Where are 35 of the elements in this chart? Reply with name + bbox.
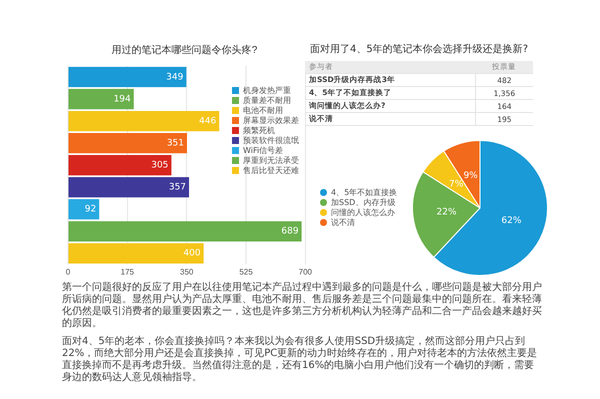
legend-label: 屏幕显示效果差 (242, 116, 299, 126)
data-label: 92 (84, 204, 96, 215)
legend-label: 4、5年不如直接换 (330, 188, 398, 198)
data-label: 62% (501, 216, 522, 226)
chart-title: 用过的笔记本哪些问题令你头疼? (112, 44, 258, 56)
legend-label: 说不清 (330, 218, 356, 228)
legend-label: 质量差不耐用 (242, 96, 292, 106)
text: 面对用了4、5年的笔记本你会选择升级还是换新? (308, 42, 530, 56)
legend-label: WiFi信号差 (242, 146, 284, 156)
data-label: 305 (151, 160, 168, 171)
data-label: 7% (448, 179, 464, 190)
data-label: 194 (114, 94, 132, 104)
legend-label: 机身发热严重 (242, 86, 292, 96)
legend-label: 电池不耐用 (242, 106, 284, 116)
data-label: 22% (436, 208, 457, 218)
x-tick-label: 525 (239, 267, 254, 276)
legend-label: 加SSD、内存升级 (330, 198, 396, 208)
x-tick-label: 700 (298, 267, 313, 276)
legend-label: 厚重到无法承受 (242, 156, 299, 166)
data-label: 349 (166, 72, 184, 82)
x-tick-label: 350 (180, 267, 194, 276)
text: 第一个问题很好的反应了用户在以往使用笔记本产品过程中遇到最多的问题是什么，哪些问题是被大部分用户所诟病的问题。显然用户认为产品太厚重、电池不耐用、售后服务差是三个问题最集中的问题所在。看来轻薄化仍然是吸引消费者的最重要因素之一，这也是许多第三方分析机构认为轻薄产品和二合一产品会越来越好买的原因。 (62, 282, 542, 330)
data-label: 351 (166, 138, 184, 148)
legend-label: 问懂的人该怎么办 (330, 208, 396, 218)
x-tick-label: 0 (66, 267, 71, 276)
data-label: 446 (199, 116, 216, 126)
data-label: 357 (168, 182, 186, 193)
data-label: 9% (463, 170, 478, 181)
data-label: 689 (281, 226, 299, 237)
legend-label: 预装软件很流氓 (242, 136, 299, 146)
legend-label: 频繁死机 (242, 126, 276, 136)
legend-label: 售后比登天还难 (242, 166, 299, 176)
data-label: 400 (183, 248, 201, 259)
text: 面对4、5年的老本，你会直接换掉吗？本来我以为会有很多人使用SSD升级搞定，然而这部分用户只占到22%，而绝大部分用户还是会直接换掉，可见PC更新的动力时始终存在的，用户对待老本的方法依然主要是直接换掉而不是再考虑升级。当然值得注意的是，还有16%的电脑小白用户他们没有一个确切的判断，需要身边的数码达人意见领袖指导。 (62, 336, 538, 384)
x-tick-label: 175 (120, 267, 135, 276)
